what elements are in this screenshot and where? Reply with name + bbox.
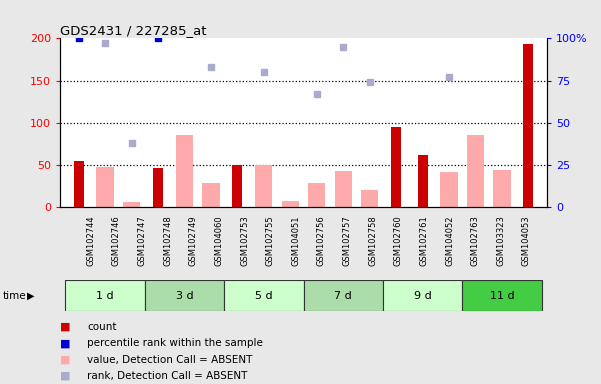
Text: 11 d: 11 d: [490, 291, 514, 301]
Text: GSM102744: GSM102744: [87, 215, 96, 266]
Text: GSM102758: GSM102758: [368, 215, 377, 266]
Bar: [493, 170, 510, 207]
Bar: [282, 200, 299, 207]
Text: GSM104051: GSM104051: [291, 215, 300, 266]
Bar: [467, 135, 484, 207]
Text: GSM102746: GSM102746: [112, 215, 121, 266]
Text: GSM102757: GSM102757: [343, 215, 352, 266]
Text: GSM102756: GSM102756: [317, 215, 326, 266]
Text: value, Detection Call = ABSENT: value, Detection Call = ABSENT: [87, 355, 252, 365]
Bar: [66, 280, 145, 311]
Text: GSM103323: GSM103323: [496, 215, 505, 266]
Text: 5 d: 5 d: [255, 291, 273, 301]
Bar: [203, 183, 219, 207]
Text: GSM104060: GSM104060: [215, 215, 224, 266]
Text: 9 d: 9 d: [413, 291, 432, 301]
Bar: [361, 190, 378, 207]
Text: GSM104053: GSM104053: [522, 215, 531, 266]
Bar: [523, 44, 534, 207]
Text: 1 d: 1 d: [96, 291, 114, 301]
Bar: [233, 165, 242, 207]
Text: time: time: [3, 291, 26, 301]
Bar: [123, 202, 140, 207]
Text: percentile rank within the sample: percentile rank within the sample: [87, 338, 263, 348]
Text: 7 d: 7 d: [334, 291, 352, 301]
Bar: [145, 280, 224, 311]
Bar: [97, 167, 114, 207]
Bar: [304, 280, 383, 311]
Bar: [153, 169, 163, 207]
Text: GSM104052: GSM104052: [445, 215, 454, 266]
Text: GSM102761: GSM102761: [419, 215, 429, 266]
Text: ■: ■: [60, 371, 70, 381]
Text: GSM102763: GSM102763: [471, 215, 480, 266]
Bar: [383, 280, 462, 311]
Text: rank, Detection Call = ABSENT: rank, Detection Call = ABSENT: [87, 371, 248, 381]
Bar: [224, 280, 304, 311]
Bar: [73, 161, 84, 207]
Bar: [441, 172, 457, 207]
Text: GSM102760: GSM102760: [394, 215, 403, 266]
Text: GDS2431 / 227285_at: GDS2431 / 227285_at: [60, 24, 207, 37]
Bar: [418, 155, 427, 207]
Bar: [255, 165, 272, 207]
Text: count: count: [87, 322, 117, 332]
Bar: [335, 171, 352, 207]
Text: ■: ■: [60, 355, 70, 365]
Bar: [391, 127, 401, 207]
Text: ■: ■: [60, 322, 70, 332]
Text: ▶: ▶: [27, 291, 34, 301]
Text: 3 d: 3 d: [175, 291, 194, 301]
Text: GSM102755: GSM102755: [266, 215, 275, 266]
Text: ■: ■: [60, 338, 70, 348]
Bar: [308, 183, 325, 207]
Text: GSM102753: GSM102753: [240, 215, 249, 266]
Text: GSM102748: GSM102748: [163, 215, 172, 266]
Text: GSM102747: GSM102747: [138, 215, 147, 266]
Bar: [462, 280, 542, 311]
Bar: [176, 135, 193, 207]
Text: GSM102749: GSM102749: [189, 215, 198, 266]
